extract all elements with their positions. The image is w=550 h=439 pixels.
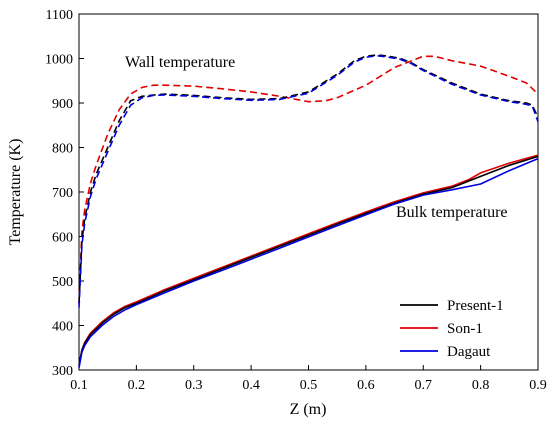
y-tick-label: 600: [52, 231, 73, 246]
series-layer: [78, 54, 539, 368]
y-tick-label: 1100: [46, 8, 73, 23]
legend-label-dagaut: Dagaut: [447, 344, 491, 360]
y-axis-title: Temperature (K): [7, 139, 24, 246]
x-axis-title: Z (m): [290, 401, 327, 418]
wall-temperature-annotation: Wall temperature: [125, 54, 235, 71]
series-line-dagaut-bulk: [78, 157, 539, 368]
series-line-son-1-wall: [78, 55, 539, 304]
x-tick-label: 0.8: [472, 378, 490, 393]
series-line-son-1-bulk: [78, 154, 539, 366]
y-tick-label: 800: [52, 142, 73, 157]
x-tick-label: 0.2: [128, 378, 146, 393]
x-tick-label: 0.7: [415, 378, 433, 393]
legend-label-son-1: Son-1: [447, 321, 483, 337]
y-tick-label: 900: [52, 97, 73, 112]
y-tick-label: 700: [52, 186, 73, 201]
axis-ticks: 0.1 0.2 0.3 0.4 0.5 0.6 0.7 0.8 0.9 300 400 500 600 7…: [45, 8, 547, 393]
series-line-present-1-bulk: [78, 155, 539, 366]
y-tick-label: 300: [52, 364, 73, 379]
x-tick-label: 0.5: [300, 378, 318, 393]
x-tick-label: 0.3: [185, 378, 203, 393]
legend: Present-1 Son-1 Dagaut: [400, 298, 504, 360]
x-tick-label: 0.1: [70, 378, 88, 393]
series-line-dagaut-wall: [78, 54, 539, 308]
x-tick-label: 0.9: [529, 378, 547, 393]
bulk-temperature-annotation: Bulk temperature: [396, 204, 508, 221]
series-line-present-1-wall: [78, 54, 539, 304]
x-tick-label: 0.4: [242, 378, 260, 393]
y-tick-label: 1000: [45, 53, 73, 68]
legend-label-present-1: Present-1: [447, 298, 504, 314]
y-tick-label: 500: [52, 275, 73, 290]
x-tick-label: 0.6: [357, 378, 375, 393]
y-tick-label: 400: [52, 320, 73, 335]
